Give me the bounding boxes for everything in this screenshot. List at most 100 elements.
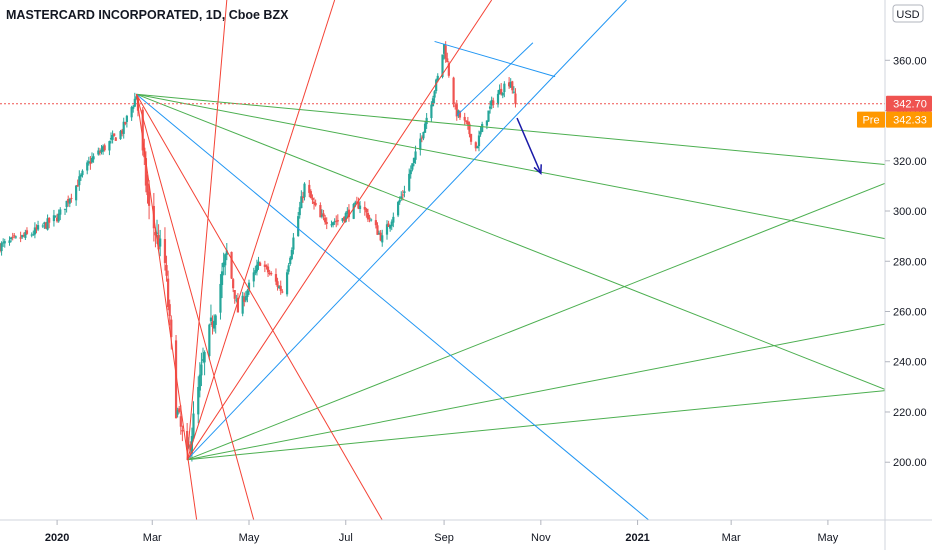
y-tick-label: 200.00 [893, 457, 927, 469]
candle-down [447, 63, 450, 76]
candle-down [70, 197, 73, 199]
candle-up [201, 359, 205, 361]
candle-down [274, 274, 278, 282]
candle-up [457, 110, 460, 116]
candle-up [41, 225, 44, 227]
trend-line[interactable] [186, 182, 885, 461]
candle-down [236, 297, 240, 313]
candle-up [377, 233, 381, 235]
candlestick-series [0, 41, 517, 462]
premarket-tag: Pre [862, 115, 879, 127]
candle-up [78, 176, 81, 186]
candle-up [435, 79, 438, 92]
candle-up [431, 98, 435, 107]
candle-up [396, 202, 400, 216]
candle-down [281, 291, 284, 293]
candle-down [121, 130, 124, 134]
y-tick-label: 360.00 [893, 55, 927, 67]
price-scale-background[interactable] [885, 0, 932, 520]
candle-down [458, 111, 462, 118]
candle-down [368, 217, 371, 219]
candle-up [370, 219, 373, 221]
candle-down [124, 122, 127, 124]
candle-up [358, 205, 362, 209]
candle-up [92, 156, 95, 160]
candle-up [412, 157, 416, 163]
candle-up [8, 240, 11, 243]
candle-down [500, 88, 503, 95]
candle-down [325, 221, 328, 225]
candle-up [430, 104, 433, 119]
candle-up [24, 232, 27, 238]
candle-up [400, 196, 403, 199]
trend-line[interactable] [186, 0, 493, 460]
trend-line[interactable] [135, 94, 198, 520]
candle-up [222, 262, 225, 268]
candle-up [512, 91, 515, 93]
currency-button[interactable]: USD [892, 4, 924, 23]
currency-label: USD [896, 9, 919, 21]
candle-up [101, 146, 105, 152]
candle-up [292, 237, 295, 250]
y-tick-label: 260.00 [893, 306, 927, 318]
trend-line[interactable] [135, 93, 383, 520]
trend-line[interactable] [186, 0, 336, 460]
trend-line[interactable] [136, 93, 885, 166]
candle-up [300, 196, 303, 209]
candle-up [490, 99, 493, 106]
trend-line[interactable] [135, 94, 255, 520]
drawing-tools[interactable] [135, 0, 885, 520]
trend-line[interactable] [136, 93, 650, 520]
candle-up [477, 135, 481, 147]
candle-up [354, 202, 357, 205]
candle-down [301, 197, 305, 199]
candle-up [436, 75, 439, 81]
candle-down [25, 230, 29, 234]
candle-up [81, 170, 84, 176]
candle-up [411, 163, 414, 170]
x-tick-label: Sep [434, 532, 454, 544]
candle-down [230, 251, 233, 279]
candle-up [75, 185, 78, 201]
candle-up [330, 224, 333, 226]
candle-up [209, 317, 213, 322]
time-scale-ticks[interactable]: 2020 Mar May Jul Sep Nov 2021 Mar May [45, 520, 839, 544]
candle-up [32, 234, 35, 236]
trend-line[interactable] [434, 40, 556, 78]
chart-title: MASTERCARD INCORPORATED, 1D, Cboe BZX [6, 8, 289, 22]
trend-line[interactable] [187, 323, 885, 461]
candle-up [414, 151, 417, 160]
arrow-shaft[interactable] [516, 117, 542, 174]
candle-down [308, 184, 311, 193]
candle-up [213, 320, 216, 329]
candle-up [90, 157, 94, 163]
candle-up [352, 203, 355, 219]
candle-down [511, 81, 514, 91]
candle-up [30, 234, 33, 236]
trend-line[interactable] [136, 93, 885, 240]
candle-up [159, 238, 162, 247]
candle-down [154, 232, 157, 236]
candle-down [144, 158, 148, 186]
candle-down [508, 82, 511, 87]
last-price-badge: 342.70 [886, 95, 932, 112]
candle-down [168, 304, 171, 317]
trend-line[interactable] [186, 0, 627, 461]
candle-down [163, 239, 167, 263]
arrow-head[interactable] [533, 164, 542, 175]
candle-down [365, 208, 368, 213]
candle-down [147, 191, 151, 206]
candle-down [263, 264, 266, 267]
candle-up [87, 161, 90, 164]
candle-down [266, 266, 270, 273]
candle-up [97, 150, 100, 155]
candle-up [433, 91, 436, 98]
candle-up [488, 106, 492, 109]
candle-up [235, 299, 238, 301]
trend-line[interactable] [186, 0, 228, 460]
trend-line[interactable] [187, 390, 885, 461]
y-tick-label: 240.00 [893, 357, 927, 369]
trend-line[interactable] [136, 93, 885, 390]
